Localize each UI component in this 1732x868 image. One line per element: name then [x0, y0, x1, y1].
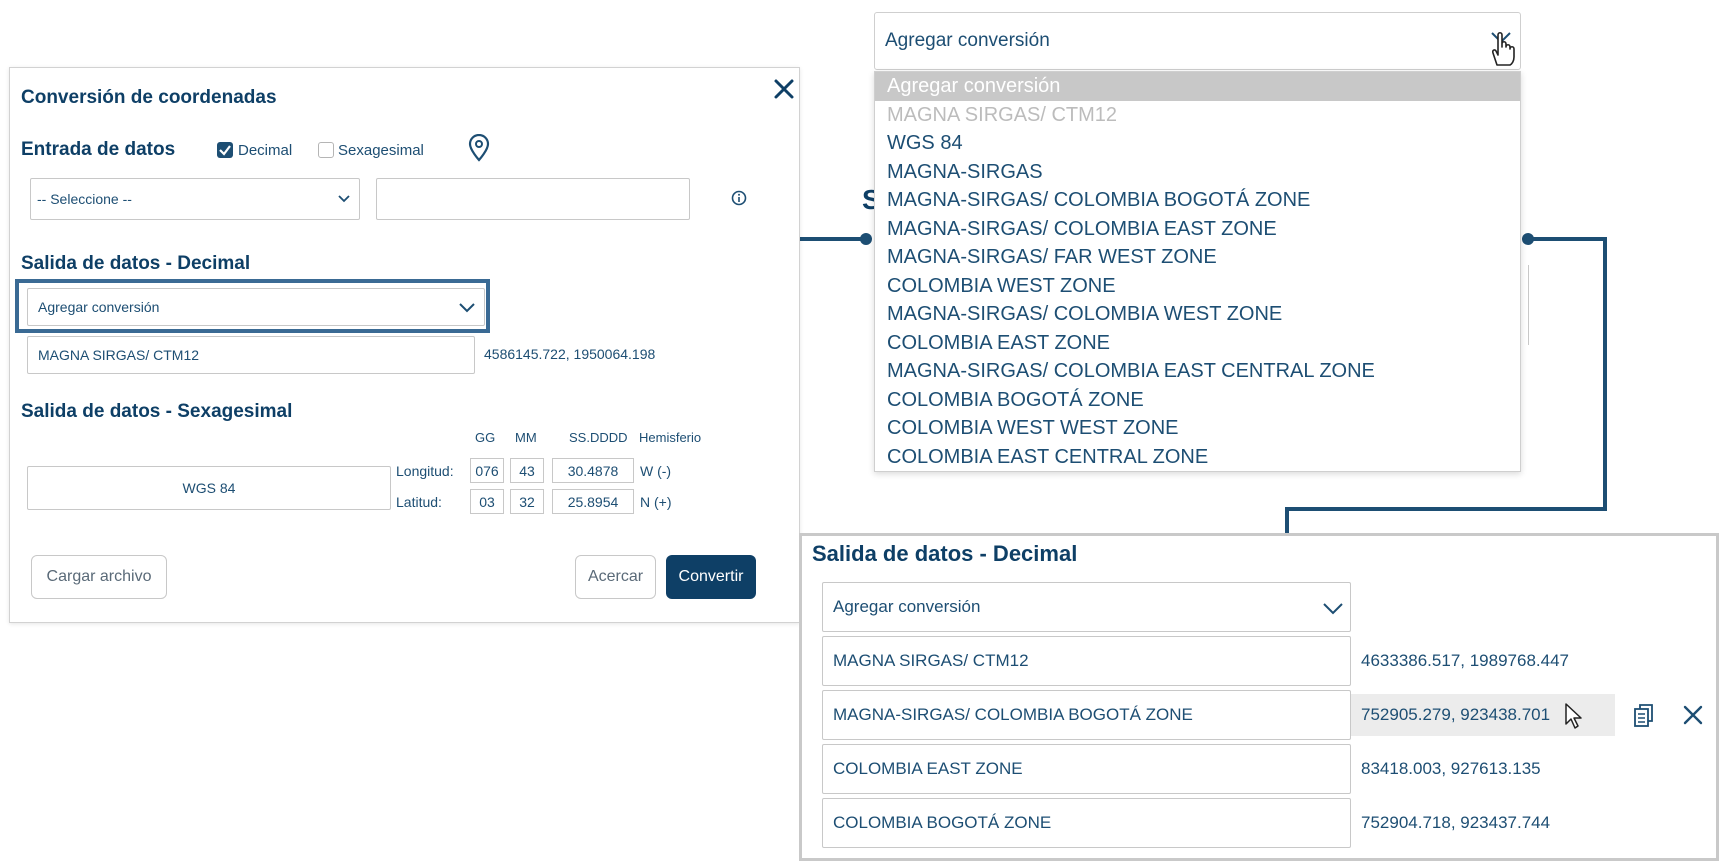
- header-mm: MM: [515, 430, 537, 445]
- highlight-frame: [15, 279, 490, 333]
- zoom-row-system-label: COLOMBIA BOGOTÁ ZONE: [833, 813, 1052, 832]
- zoom-add-conversion-select[interactable]: Agregar conversión: [822, 582, 1351, 632]
- latitude-ss: 25.8954: [552, 489, 634, 514]
- dropdown-option[interactable]: WGS 84: [887, 132, 963, 154]
- coordinate-conversion-panel: Conversión de coordenadas Entrada de dat…: [9, 67, 800, 623]
- decimal-label: Decimal: [238, 142, 293, 159]
- zoom-row-system-label: MAGNA-SIRGAS/ COLOMBIA BOGOTÁ ZONE: [833, 705, 1193, 724]
- zoom-row-system: COLOMBIA EAST ZONE: [822, 744, 1351, 794]
- input-system-select-value: -- Seleccione --: [37, 191, 132, 207]
- latitude-gg: 03: [470, 489, 504, 514]
- longitude-label: Longitud:: [396, 463, 454, 479]
- longitude-hemisphere: W (-): [640, 463, 672, 479]
- hand-cursor-icon: [1488, 31, 1516, 69]
- dropdown-option: MAGNA SIRGAS/ CTM12: [887, 103, 1118, 126]
- dropdown-option[interactable]: COLOMBIA EAST ZONE: [887, 331, 1111, 354]
- chevron-down-icon: [337, 192, 351, 206]
- dropdown-option[interactable]: COLOMBIA BOGOTÁ ZONE: [887, 388, 1144, 411]
- zoom-row-system: COLOMBIA BOGOTÁ ZONE: [822, 798, 1351, 848]
- hidden-panel-edge: [1516, 265, 1529, 345]
- dropdown-option[interactable]: COLOMBIA EAST CENTRAL ZONE: [887, 445, 1209, 468]
- zoom-row-value: 83418.003, 927613.135: [1361, 759, 1541, 778]
- remove-icon[interactable]: [1682, 704, 1704, 726]
- header-gg: GG: [475, 430, 496, 445]
- coordinate-input[interactable]: [376, 178, 690, 220]
- add-conversion-value: Agregar conversión: [38, 299, 160, 315]
- decimal-output-system-label: MAGNA SIRGAS/ CTM12: [38, 347, 200, 363]
- zoom-row-system-label: COLOMBIA EAST ZONE: [833, 759, 1023, 778]
- dropdown-options-list: Agregar conversión MAGNA SIRGAS/ CTM12 W…: [874, 71, 1521, 472]
- sexagesimal-output-system: WGS 84: [27, 466, 391, 510]
- close-icon[interactable]: [773, 78, 795, 100]
- sexagesimal-label: Sexagesimal: [338, 142, 424, 159]
- latitude-label: Latitud:: [396, 494, 442, 510]
- location-pin-icon[interactable]: [467, 134, 491, 162]
- zoom-add-conversion-value: Agregar conversión: [833, 597, 981, 616]
- add-conversion-dropdown[interactable]: Agregar conversión: [874, 12, 1521, 70]
- zoom-row-system: MAGNA-SIRGAS/ COLOMBIA BOGOTÁ ZONE: [822, 690, 1351, 740]
- chevron-down-icon: [458, 300, 476, 314]
- header-ss: SS.DDDD: [569, 430, 628, 445]
- convert-button[interactable]: Convertir: [666, 555, 756, 599]
- decimal-output-system: MAGNA SIRGAS/ CTM12: [27, 336, 475, 374]
- copy-icon[interactable]: [1632, 703, 1656, 729]
- load-file-button[interactable]: Cargar archivo: [31, 555, 167, 599]
- zoom-row-system-label: MAGNA SIRGAS/ CTM12: [833, 651, 1029, 670]
- dropdown-option[interactable]: MAGNA-SIRGAS: [887, 160, 1043, 183]
- dropdown-option[interactable]: Agregar conversión: [875, 72, 1520, 101]
- zoom-row-system: MAGNA SIRGAS/ CTM12: [822, 636, 1351, 686]
- longitude-gg: 076: [470, 458, 504, 483]
- dropdown-value: Agregar conversión: [885, 30, 1050, 51]
- panel-title: Conversión de coordenadas: [21, 87, 277, 108]
- dropdown-option[interactable]: MAGNA-SIRGAS/ FAR WEST ZONE: [887, 246, 1217, 268]
- dropdown-option[interactable]: COLOMBIA WEST ZONE: [887, 274, 1116, 297]
- sexagesimal-system-label: WGS 84: [182, 480, 236, 496]
- output-decimal-title: Salida de datos - Decimal: [21, 253, 251, 274]
- longitude-ss: 30.4878: [552, 458, 634, 483]
- input-system-select[interactable]: -- Seleccione --: [30, 178, 360, 220]
- header-hemisphere: Hemisferio: [639, 430, 702, 445]
- dropdown-option[interactable]: COLOMBIA WEST WEST ZONE: [887, 417, 1179, 439]
- zoomed-decimal-output: Salida de datos - Decimal Agregar conver…: [799, 533, 1719, 861]
- arrow-cursor-icon: [1564, 702, 1584, 730]
- add-conversion-select[interactable]: Agregar conversión: [27, 288, 485, 326]
- sexagesimal-checkbox[interactable]: [318, 142, 334, 158]
- decimal-output-value: 4586145.722, 1950064.198: [484, 346, 656, 362]
- latitude-mm: 32: [510, 489, 544, 514]
- output-sexagesimal-title: Salida de datos - Sexagesimal: [21, 401, 293, 422]
- zoom-button[interactable]: Acercar: [575, 555, 656, 599]
- info-icon[interactable]: [731, 190, 747, 206]
- latitude-hemisphere: N (+): [640, 494, 672, 510]
- longitude-mm: 43: [510, 458, 544, 483]
- decimal-checkbox[interactable]: [217, 142, 233, 158]
- dropdown-option[interactable]: MAGNA-SIRGAS/ COLOMBIA BOGOTÁ ZONE: [887, 189, 1311, 211]
- zoom-row-value: 752904.718, 923437.744: [1361, 813, 1551, 832]
- chevron-down-icon: [1322, 600, 1344, 616]
- input-section-title: Entrada de datos: [21, 139, 176, 160]
- zoom-row-value: 752905.279, 923438.701: [1361, 705, 1551, 724]
- dropdown-option[interactable]: MAGNA-SIRGAS/ COLOMBIA WEST ZONE: [887, 303, 1283, 325]
- dropdown-option[interactable]: MAGNA-SIRGAS/ COLOMBIA EAST CENTRAL ZONE: [887, 360, 1375, 382]
- zoom-row-value: 4633386.517, 1989768.447: [1361, 651, 1569, 670]
- zoom-title: Salida de datos - Decimal: [812, 541, 1078, 566]
- dropdown-option[interactable]: MAGNA-SIRGAS/ COLOMBIA EAST ZONE: [887, 217, 1277, 240]
